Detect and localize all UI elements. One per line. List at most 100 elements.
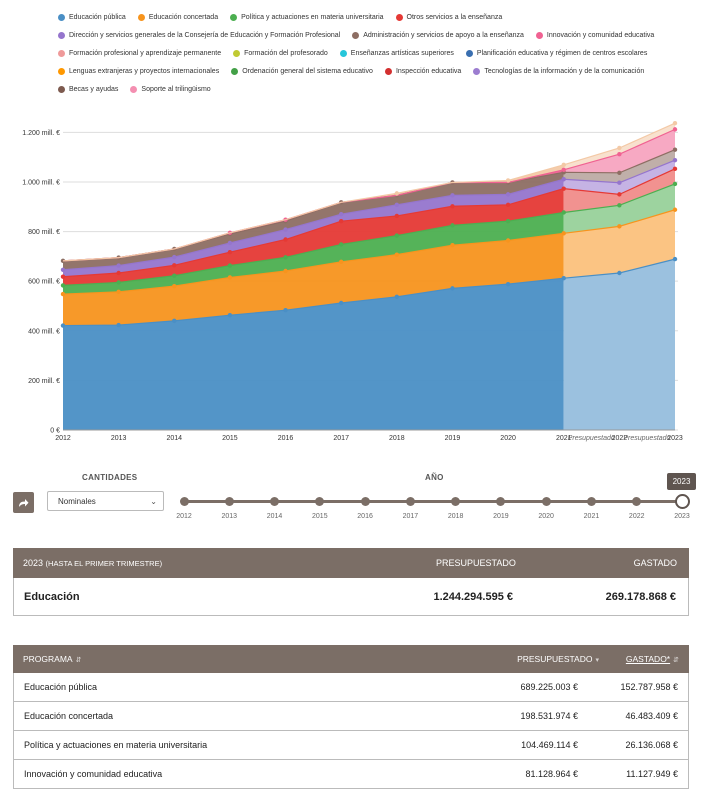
data-point[interactable] [60, 267, 66, 272]
data-point[interactable] [505, 218, 511, 224]
data-point[interactable] [116, 280, 121, 285]
legend-item[interactable]: Soporte al trilingüismo [130, 84, 211, 94]
legend-item[interactable]: Lenguas extranjeras y proyectos internac… [58, 66, 219, 76]
data-point[interactable] [172, 283, 177, 289]
data-point[interactable] [617, 224, 622, 229]
data-point[interactable] [561, 276, 566, 281]
data-point[interactable] [505, 178, 511, 183]
data-point[interactable] [227, 263, 233, 268]
data-point[interactable] [394, 233, 400, 238]
data-point[interactable] [394, 202, 400, 207]
data-point[interactable] [60, 274, 66, 279]
data-point[interactable] [450, 286, 455, 291]
series-area[interactable] [63, 179, 564, 277]
data-point[interactable] [672, 256, 678, 262]
series-area-budget[interactable] [563, 259, 675, 430]
series-area[interactable] [63, 188, 564, 286]
data-point[interactable] [450, 243, 455, 248]
data-point[interactable] [116, 289, 121, 295]
data-point[interactable] [283, 237, 288, 242]
data-point[interactable] [227, 275, 233, 280]
data-point[interactable] [227, 249, 233, 255]
legend-item[interactable]: Enseñanzas artísticas superiores [339, 48, 454, 58]
year-slider-stop[interactable] [224, 497, 234, 506]
programs-col-spent[interactable]: GASTADO* ⇵ [625, 654, 679, 664]
legend-item[interactable]: Otros servicios a la enseñanza [395, 12, 502, 22]
data-point[interactable] [505, 192, 511, 197]
series-area-budget[interactable] [563, 183, 675, 234]
legend-item[interactable]: Política y actuaciones en materia univer… [230, 12, 384, 22]
data-point[interactable] [338, 218, 344, 224]
data-point[interactable] [672, 147, 678, 152]
year-slider-stop[interactable] [451, 497, 461, 506]
year-slider-stop[interactable] [179, 497, 189, 506]
data-point[interactable] [338, 212, 344, 217]
legend-item[interactable]: Educación concertada [137, 12, 218, 22]
series-area-budget[interactable] [563, 168, 675, 213]
year-slider-stop[interactable] [541, 497, 551, 506]
year-slider-stop[interactable] [496, 497, 506, 506]
series-area-budget[interactable] [563, 129, 675, 173]
data-point[interactable] [450, 204, 455, 209]
data-point[interactable] [116, 322, 121, 328]
data-point[interactable] [672, 120, 678, 126]
data-point[interactable] [172, 318, 177, 324]
data-point[interactable] [617, 151, 622, 157]
data-point[interactable] [617, 192, 622, 197]
data-point[interactable] [672, 166, 678, 172]
year-slider-stop[interactable] [360, 497, 370, 506]
data-point[interactable] [505, 238, 511, 243]
data-point[interactable] [561, 186, 566, 191]
data-point[interactable] [561, 231, 566, 236]
data-point[interactable] [561, 177, 566, 182]
data-point[interactable] [617, 145, 622, 151]
series-area-budget[interactable] [563, 149, 675, 183]
data-point[interactable] [283, 268, 288, 274]
data-point[interactable] [561, 210, 566, 215]
data-point[interactable] [505, 202, 511, 207]
data-point[interactable] [672, 207, 678, 212]
data-point[interactable] [394, 252, 400, 257]
quantities-select[interactable]: Nominales ⌄ [47, 491, 164, 511]
data-point[interactable] [283, 227, 288, 232]
year-slider-handle[interactable] [674, 494, 690, 509]
data-point[interactable] [60, 291, 66, 297]
data-point[interactable] [227, 312, 233, 318]
series-area[interactable] [63, 233, 564, 326]
data-point[interactable] [338, 242, 344, 247]
legend-item[interactable]: Formación del profesorado [233, 48, 328, 58]
programs-col-program[interactable]: PROGRAMA ⇵ [23, 654, 82, 664]
legend-item[interactable]: Innovación y comunidad educativa [535, 30, 654, 40]
data-point[interactable] [450, 223, 455, 228]
table-row[interactable]: Educación concertada 198.531.974 € 46.483.… [13, 702, 689, 731]
legend-item[interactable]: Formación profesional y aprendizaje perm… [58, 48, 221, 58]
data-point[interactable] [338, 259, 344, 265]
table-row[interactable]: Educación pública 689.225.003 € 152.787.95… [13, 673, 689, 702]
data-point[interactable] [172, 273, 177, 278]
table-row[interactable]: Innovación y comunidad educativa 81.128.9… [13, 760, 689, 789]
data-point[interactable] [617, 170, 622, 175]
programs-col-budget[interactable]: PRESUPUESTADO ▾ [517, 654, 599, 664]
data-point[interactable] [116, 270, 121, 276]
data-point[interactable] [617, 180, 622, 185]
data-point[interactable] [505, 281, 511, 287]
data-point[interactable] [672, 181, 678, 187]
data-point[interactable] [60, 283, 66, 288]
year-slider-stop[interactable] [586, 497, 596, 506]
data-point[interactable] [283, 255, 288, 260]
data-point[interactable] [394, 213, 400, 219]
series-area-budget[interactable] [563, 123, 675, 170]
data-point[interactable] [617, 270, 622, 276]
year-slider-stop[interactable] [315, 497, 325, 506]
legend-item[interactable]: Administración y servicios de apoyo a la… [352, 30, 524, 40]
data-point[interactable] [172, 263, 177, 268]
table-row[interactable]: Política y actuaciones en materia univer… [13, 731, 689, 760]
data-point[interactable] [394, 294, 400, 300]
data-point[interactable] [338, 300, 344, 306]
share-button[interactable] [13, 492, 34, 513]
data-point[interactable] [561, 167, 566, 173]
legend-item[interactable]: Becas y ayudas [58, 84, 118, 94]
legend-item[interactable]: Dirección y servicios generales de la Co… [58, 30, 340, 40]
legend-item[interactable]: Tecnologías de la información y de la co… [473, 66, 644, 76]
series-area[interactable] [63, 278, 564, 430]
